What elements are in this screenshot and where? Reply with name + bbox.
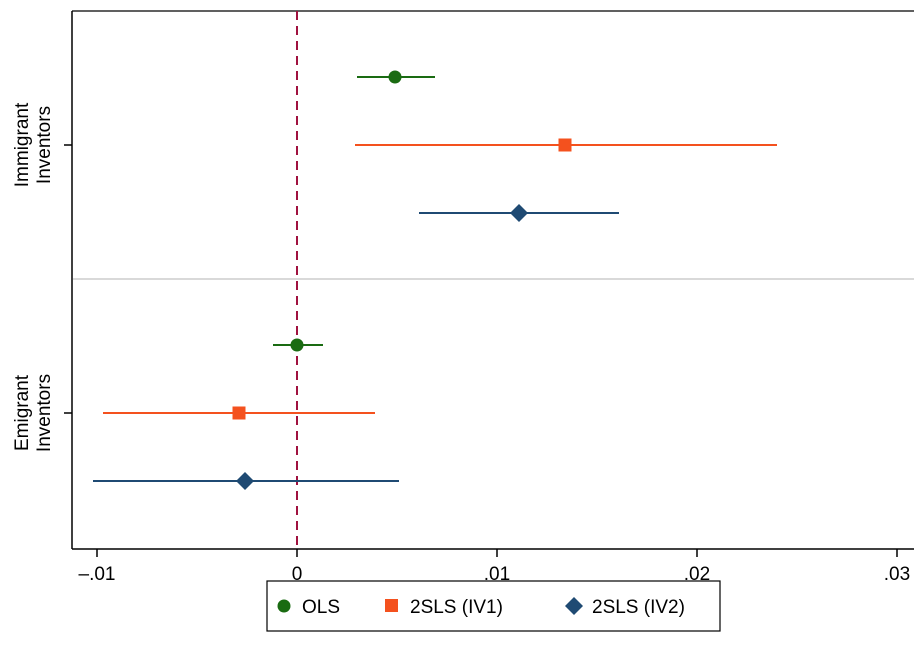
estimate-marker xyxy=(510,204,528,222)
legend-marker-2sls-iv2 xyxy=(565,597,583,615)
estimate-marker xyxy=(388,70,402,84)
x-ticks: –.01 0 .01 .02 .03 xyxy=(79,549,910,585)
estimate-marker xyxy=(290,338,304,352)
x-tick-label: 0 xyxy=(292,564,303,585)
group-label-immigrant-line1: Immigrant xyxy=(12,102,33,187)
x-tick-label: .01 xyxy=(484,564,510,585)
group-label-immigrant-line2: Inventors xyxy=(34,106,55,184)
group-label-emigrant: Emigrant Inventors xyxy=(12,374,55,452)
x-tick-label: .02 xyxy=(684,564,710,585)
legend-label-2sls-iv1: 2SLS (IV1) xyxy=(410,597,503,618)
legend: OLS 2SLS (IV1) 2SLS (IV2) xyxy=(266,580,721,632)
legend-box xyxy=(266,580,721,632)
x-tick-label: .03 xyxy=(884,564,910,585)
legend-label-ols: OLS xyxy=(302,597,340,618)
x-tick-label: –.01 xyxy=(79,564,116,585)
legend-marker-2sls-iv1 xyxy=(385,599,398,612)
estimate-marker xyxy=(558,138,572,152)
group-label-emigrant-line2: Inventors xyxy=(34,374,55,452)
estimate-marker xyxy=(236,472,254,490)
legend-label-2sls-iv2: 2SLS (IV2) xyxy=(592,597,685,618)
estimate-marker xyxy=(232,406,246,420)
group-label-immigrant: Immigrant Inventors xyxy=(12,102,55,187)
group-label-emigrant-line1: Emigrant xyxy=(12,374,33,451)
legend-marker-ols xyxy=(277,599,291,613)
estimates xyxy=(93,70,777,490)
